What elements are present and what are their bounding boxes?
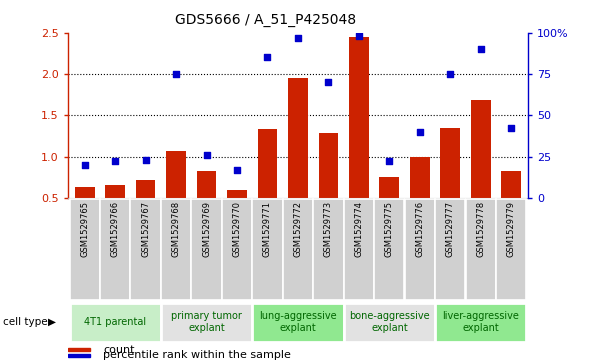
Bar [283, 199, 313, 300]
Text: GSM1529773: GSM1529773 [324, 201, 333, 257]
Bar [253, 199, 283, 300]
Text: lung-aggressive
explant: lung-aggressive explant [259, 311, 337, 333]
Bar [100, 199, 130, 300]
Point [354, 33, 363, 39]
Bar [196, 171, 217, 239]
Text: liver-aggressive
explant: liver-aggressive explant [442, 311, 519, 333]
Bar [471, 101, 491, 239]
Text: GSM1529768: GSM1529768 [172, 201, 181, 257]
Bar [227, 189, 247, 239]
Point [110, 159, 120, 164]
Point [171, 71, 181, 77]
Point [141, 157, 150, 163]
Bar [496, 199, 526, 300]
Bar [288, 78, 308, 239]
Point [263, 54, 272, 60]
Bar [70, 199, 100, 300]
Text: GSM1529765: GSM1529765 [80, 201, 89, 257]
Bar [136, 180, 156, 239]
Bar [344, 199, 374, 300]
Bar [130, 199, 160, 300]
Text: percentile rank within the sample: percentile rank within the sample [103, 350, 291, 360]
Bar [435, 302, 526, 342]
Text: 4T1 parental: 4T1 parental [84, 317, 146, 327]
Point [293, 35, 303, 41]
Text: GSM1529776: GSM1529776 [415, 201, 424, 257]
Bar [374, 199, 405, 300]
Text: GSM1529767: GSM1529767 [141, 201, 150, 257]
Bar [435, 199, 466, 300]
Text: GSM1529778: GSM1529778 [476, 201, 486, 257]
Text: ▶: ▶ [48, 317, 57, 327]
Bar [502, 171, 521, 239]
Text: GDS5666 / A_51_P425048: GDS5666 / A_51_P425048 [175, 13, 356, 27]
Point [507, 126, 516, 131]
Bar [319, 132, 338, 239]
Bar [349, 37, 369, 239]
Bar [379, 177, 399, 239]
Bar [166, 151, 186, 239]
Bar [68, 348, 90, 351]
Bar [466, 199, 496, 300]
Text: GSM1529779: GSM1529779 [507, 201, 516, 257]
Text: count: count [103, 345, 135, 355]
Point [232, 167, 242, 173]
Bar [70, 302, 160, 342]
Point [202, 152, 211, 158]
Text: GSM1529777: GSM1529777 [446, 201, 455, 257]
Point [385, 159, 394, 164]
Text: cell type: cell type [3, 317, 48, 327]
Bar [191, 199, 222, 300]
Text: GSM1529769: GSM1529769 [202, 201, 211, 257]
Text: GSM1529771: GSM1529771 [263, 201, 272, 257]
Text: GSM1529770: GSM1529770 [232, 201, 241, 257]
Text: GSM1529766: GSM1529766 [110, 201, 120, 257]
Point [445, 71, 455, 77]
Bar [68, 354, 90, 356]
Text: primary tumor
explant: primary tumor explant [171, 311, 242, 333]
Bar [405, 199, 435, 300]
Point [324, 79, 333, 85]
Bar [161, 199, 191, 300]
Point [80, 162, 89, 168]
Point [415, 129, 425, 135]
Bar [258, 129, 277, 239]
Bar [253, 302, 343, 342]
Bar [105, 185, 125, 239]
Text: GSM1529774: GSM1529774 [355, 201, 363, 257]
Point [476, 46, 486, 52]
Text: bone-aggressive
explant: bone-aggressive explant [349, 311, 430, 333]
Bar [222, 199, 252, 300]
Bar [161, 302, 252, 342]
Bar [344, 302, 435, 342]
Text: GSM1529772: GSM1529772 [293, 201, 303, 257]
Bar [313, 199, 343, 300]
Bar [440, 128, 460, 239]
Bar [410, 156, 430, 239]
Text: GSM1529775: GSM1529775 [385, 201, 394, 257]
Bar [75, 187, 94, 239]
